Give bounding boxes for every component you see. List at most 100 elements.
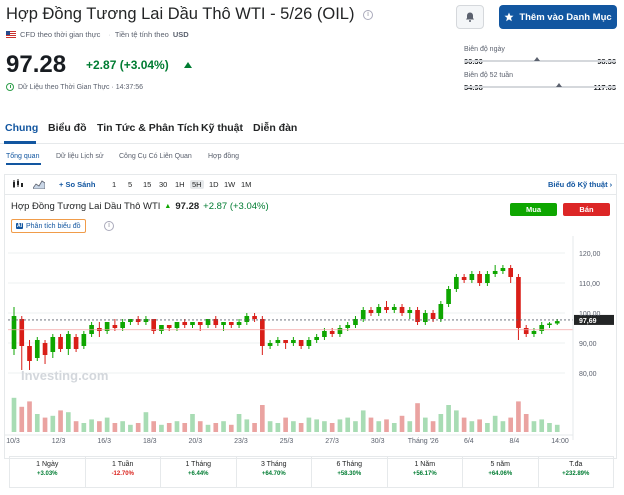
star-icon	[504, 12, 514, 22]
volume-bar	[283, 417, 288, 432]
x-tick-label: 14:00	[551, 438, 569, 445]
x-tick-label: 10/3	[6, 438, 20, 445]
volume-bar	[128, 424, 133, 432]
candle-body	[252, 316, 257, 319]
volume-bar	[291, 421, 296, 432]
volume-bar	[430, 421, 436, 432]
chart-analysis-label: Phân tích biểu đồ	[26, 222, 81, 230]
volume-bar	[469, 421, 475, 432]
x-tick-label: 25/3	[280, 438, 294, 445]
sell-button[interactable]: Bán	[563, 203, 610, 216]
interval-5[interactable]: 5	[128, 180, 133, 189]
volume-bar	[477, 419, 482, 432]
candle-body	[205, 319, 211, 325]
price-change: +2.87 (+3.04%)	[86, 58, 169, 72]
technical-chart-link[interactable]: Biểu đồ Kỹ thuật ›	[548, 180, 613, 189]
candle-body	[182, 322, 188, 325]
volume-bar	[174, 421, 180, 432]
tab-technical[interactable]: Kỹ thuật	[201, 122, 243, 134]
volume-bar	[275, 423, 281, 432]
interval-1w[interactable]: 1W	[224, 180, 236, 189]
volume-bar	[454, 410, 459, 432]
add-to-watchlist-button[interactable]: Thêm vào Danh Mục	[499, 5, 617, 29]
us-flag-icon	[6, 31, 16, 38]
tab-forum[interactable]: Diễn đàn	[253, 122, 298, 134]
candle-body	[50, 337, 56, 352]
candle-body	[430, 313, 436, 319]
candle-body	[415, 310, 420, 322]
candle-body	[135, 319, 141, 322]
volume-bar	[42, 417, 48, 432]
interval-30[interactable]: 30	[159, 180, 168, 189]
candle-body	[492, 271, 498, 274]
volume-bar	[267, 421, 273, 432]
buy-button[interactable]: Mua	[510, 203, 557, 216]
day-range: Biên độ ngày 96.30 98.36	[464, 46, 616, 66]
subtab-contracts[interactable]: Hợp đồng	[208, 153, 240, 160]
volume-bar	[135, 423, 141, 432]
day-range-marker	[534, 57, 540, 61]
candle-body	[329, 331, 335, 334]
candle-body	[407, 310, 413, 313]
page-title: Hợp Đồng Tương Lai Dầu Thô WTI - 5/26 (O…	[6, 5, 374, 24]
week52-range-label: Biên độ 52 tuần	[464, 72, 514, 79]
subtab-related-instruments[interactable]: Công Cụ Có Liên Quan	[119, 153, 192, 160]
day-range-label: Biên độ ngày	[464, 46, 505, 53]
candle-body	[384, 307, 389, 310]
candle-body	[112, 325, 118, 328]
candle-body	[469, 274, 475, 280]
candle-body	[353, 319, 358, 325]
subtab-historical-data[interactable]: Dữ liệu Lịch sử	[56, 153, 104, 160]
candle-body	[228, 322, 234, 325]
candle-body	[221, 322, 226, 325]
interval-1m[interactable]: 1M	[241, 180, 252, 189]
volume-bar	[73, 421, 79, 432]
chart-title: Hợp Đồng Tương Lai Dầu Thô WTI ▲ 97.28 +…	[11, 201, 269, 212]
currency-label: Tiền tệ tính theo	[114, 30, 169, 39]
volume-bar	[539, 419, 545, 432]
volume-bar	[190, 414, 195, 432]
chart-watermark: Investing.com	[21, 368, 108, 383]
tab-chart[interactable]: Biểu đồ	[48, 122, 87, 134]
compare-button[interactable]: + So Sánh	[59, 180, 96, 189]
analysis-info-icon[interactable]: i	[104, 221, 114, 231]
volume-bar	[213, 423, 219, 432]
price-chart[interactable]: Investing.com 97,69 120,00 110,00 100,00 90…	[5, 236, 616, 448]
interval-1d[interactable]: 1D	[209, 180, 219, 189]
candle-body	[213, 319, 219, 325]
volume-bar	[50, 415, 56, 432]
x-tick-label: 30/3	[371, 438, 385, 445]
perf-cell: 5 năm +64.06%	[463, 457, 539, 487]
tab-news-analysis[interactable]: Tin Tức & Phân Tích	[97, 122, 199, 134]
perf-cell: 1 Tuần -12.70%	[86, 457, 161, 487]
interval-5h[interactable]: 5H	[190, 180, 204, 189]
subtab-overview[interactable]: Tổng quan	[6, 153, 40, 160]
candle-body	[65, 334, 71, 349]
volume-bar	[112, 423, 118, 432]
x-tick-label: 20/3	[189, 438, 203, 445]
perf-label: 6 Tháng	[336, 461, 363, 468]
volume-bar	[205, 424, 211, 432]
candle-body	[104, 322, 110, 331]
area-type-icon[interactable]	[32, 179, 46, 191]
candlestick-type-icon[interactable]	[12, 179, 23, 191]
tab-general[interactable]: Chung	[5, 122, 39, 134]
candle-body	[539, 325, 545, 331]
volume-bar	[27, 401, 32, 432]
interval-1[interactable]: 1	[112, 180, 117, 189]
candle-body	[174, 322, 180, 328]
volume-bar	[89, 419, 94, 432]
interval-15[interactable]: 15	[143, 180, 152, 189]
info-icon[interactable]: i	[363, 9, 374, 20]
chart-analysis-button[interactable]: AI Phân tích biểu đồ	[11, 219, 86, 233]
candle-body	[345, 325, 351, 328]
volume-bar	[399, 415, 405, 432]
candle-body	[399, 307, 405, 313]
alert-button[interactable]	[456, 5, 484, 29]
interval-1h[interactable]: 1H	[175, 180, 185, 189]
active-tab-indicator	[4, 141, 36, 144]
instrument-meta: CFD theo thời gian thực · Tiền tệ tính t…	[6, 30, 189, 39]
candle-body	[554, 321, 560, 324]
candle-body	[143, 319, 149, 322]
volume-bar	[221, 421, 226, 432]
